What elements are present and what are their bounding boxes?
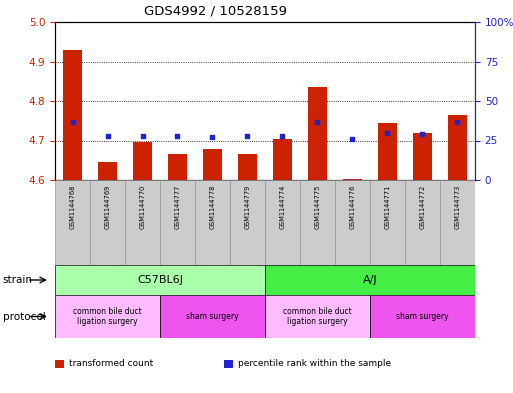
Bar (238, 154, 257, 180)
Point (173, 132, 182, 139)
Point (139, 132, 147, 139)
Bar (265, 295, 370, 338)
Bar (90, 180, 125, 265)
Bar (405, 180, 440, 265)
Bar (125, 180, 160, 265)
Point (419, 131, 427, 137)
Text: common bile duct
ligation surgery: common bile duct ligation surgery (283, 307, 352, 326)
Text: GSM1144779: GSM1144779 (245, 184, 250, 228)
Bar (168, 154, 187, 180)
Point (279, 132, 287, 139)
Point (208, 134, 216, 140)
Point (453, 118, 462, 125)
Bar (335, 180, 370, 265)
Bar (55, 360, 64, 368)
Text: GSM1144777: GSM1144777 (174, 184, 181, 229)
Text: GSM1144774: GSM1144774 (280, 184, 286, 229)
Point (104, 132, 112, 139)
Bar (230, 180, 265, 265)
Bar (370, 180, 405, 265)
Bar (378, 123, 397, 180)
Bar (265, 180, 300, 265)
Text: strain: strain (3, 275, 32, 285)
Text: transformed count: transformed count (69, 360, 153, 369)
Bar (98, 162, 117, 180)
Text: A/J: A/J (363, 275, 378, 285)
Bar (413, 133, 432, 180)
Bar (160, 295, 265, 338)
Text: GDS4992 / 10528159: GDS4992 / 10528159 (144, 5, 287, 18)
Bar (55, 265, 265, 295)
Text: sham surgery: sham surgery (186, 312, 239, 321)
Text: percentile rank within the sample: percentile rank within the sample (238, 360, 391, 369)
Bar (265, 265, 475, 295)
Bar (195, 180, 230, 265)
Bar (300, 180, 335, 265)
Bar (63, 50, 82, 180)
Text: GSM1144773: GSM1144773 (455, 184, 461, 228)
Point (383, 129, 391, 136)
Text: GSM1144778: GSM1144778 (209, 184, 215, 229)
Text: GSM1144771: GSM1144771 (385, 184, 390, 228)
Text: sham surgery: sham surgery (396, 312, 449, 321)
Text: GSM1144769: GSM1144769 (105, 184, 110, 228)
Bar (224, 360, 233, 368)
Text: GSM1144770: GSM1144770 (140, 184, 146, 229)
Bar (133, 143, 152, 180)
Bar (448, 115, 467, 180)
Text: C57BL6J: C57BL6J (137, 275, 183, 285)
Bar (308, 87, 327, 180)
Bar (273, 138, 292, 180)
Bar (160, 180, 195, 265)
Bar (440, 180, 475, 265)
Bar (55, 180, 90, 265)
Bar (370, 295, 475, 338)
Bar (343, 179, 362, 180)
Text: GSM1144768: GSM1144768 (69, 184, 75, 229)
Bar (55, 295, 160, 338)
Point (348, 136, 357, 142)
Text: protocol: protocol (3, 312, 45, 321)
Bar (203, 149, 222, 180)
Text: GSM1144775: GSM1144775 (314, 184, 321, 229)
Text: GSM1144776: GSM1144776 (349, 184, 356, 229)
Point (68, 118, 76, 125)
Point (243, 132, 251, 139)
Text: common bile duct
ligation surgery: common bile duct ligation surgery (73, 307, 142, 326)
Text: GSM1144772: GSM1144772 (420, 184, 425, 229)
Point (313, 118, 322, 125)
